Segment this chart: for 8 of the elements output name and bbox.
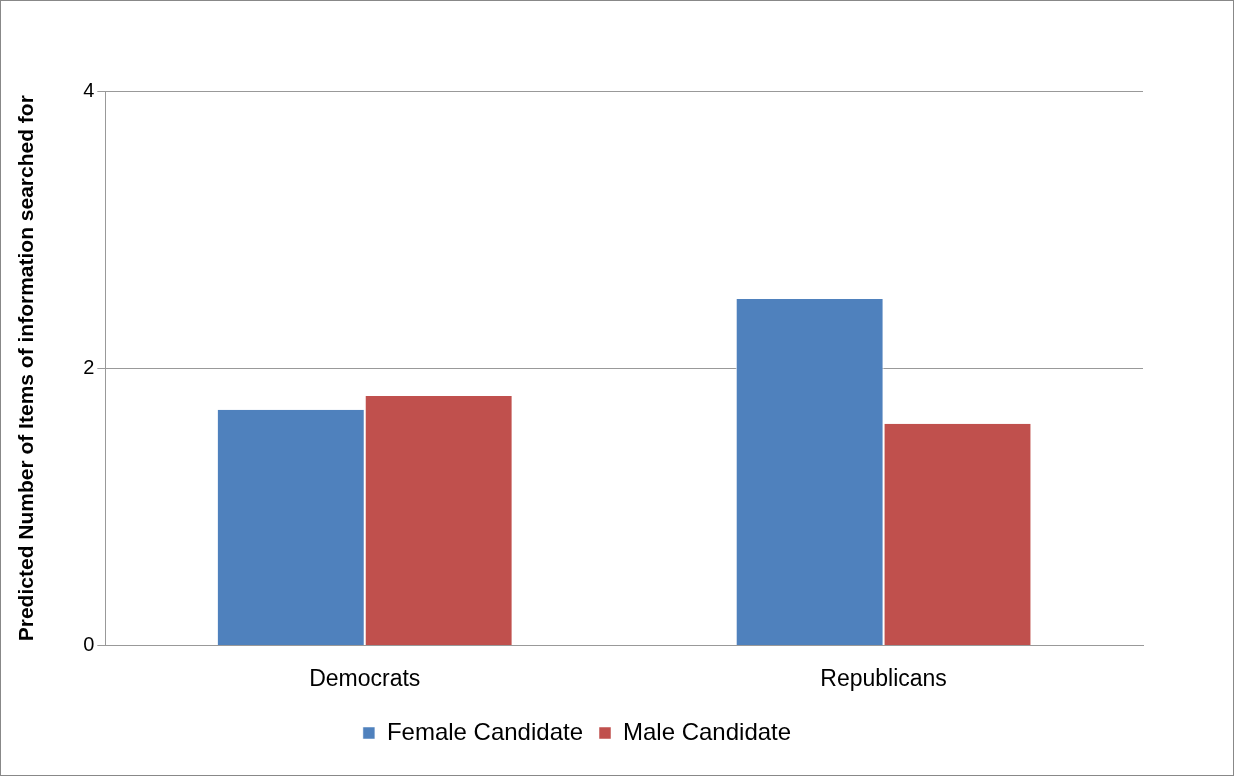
y-tick-label: 4: [83, 78, 95, 101]
x-tick-label: Republicans: [820, 664, 947, 691]
x-tick-label: Democrats: [309, 664, 421, 691]
y-axis-title: Predicted Number of Items of information searched for: [14, 95, 38, 642]
legend-label: Female Candidate: [386, 717, 584, 745]
legend-label: Male Candidate: [623, 717, 792, 745]
y-tick-label: 2: [83, 355, 95, 378]
y-tick-label: 0: [83, 632, 95, 655]
